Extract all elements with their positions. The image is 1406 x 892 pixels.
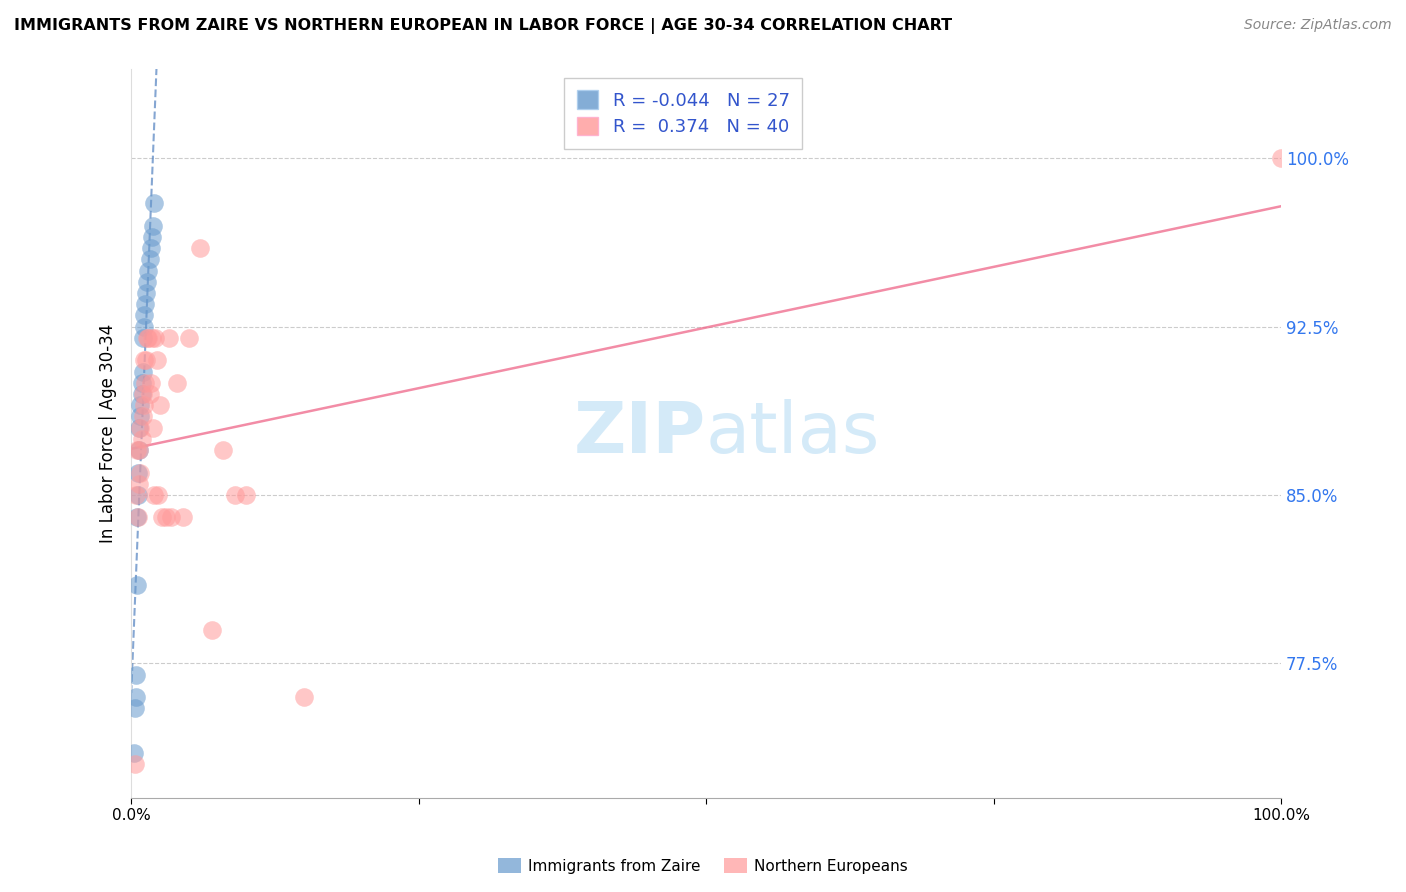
Point — [136, 275, 159, 289]
Point — [125, 667, 148, 681]
Point — [201, 623, 224, 637]
Text: IMMIGRANTS FROM ZAIRE VS NORTHERN EUROPEAN IN LABOR FORCE | AGE 30-34 CORRELATIO: IMMIGRANTS FROM ZAIRE VS NORTHERN EUROPE… — [14, 18, 952, 34]
Point — [139, 241, 162, 255]
Y-axis label: In Labor Force | Age 30-34: In Labor Force | Age 30-34 — [100, 324, 117, 543]
Point — [138, 263, 160, 277]
Point — [132, 331, 155, 345]
Point — [145, 331, 167, 345]
Point — [292, 690, 315, 704]
Point — [132, 409, 155, 424]
Point — [132, 365, 155, 379]
Point — [131, 387, 153, 401]
Point — [127, 488, 149, 502]
Point — [138, 387, 160, 401]
Point — [135, 353, 157, 368]
Point — [129, 409, 152, 424]
Text: ZIP: ZIP — [574, 399, 706, 467]
Point — [138, 331, 160, 345]
Point — [132, 353, 155, 368]
Point — [150, 510, 173, 524]
Point — [212, 443, 235, 458]
Point — [166, 376, 188, 390]
Text: Source: ZipAtlas.com: Source: ZipAtlas.com — [1244, 18, 1392, 32]
Text: atlas: atlas — [706, 399, 880, 467]
Point — [157, 331, 180, 345]
Point — [143, 196, 166, 211]
Point — [124, 701, 146, 715]
Point — [125, 488, 148, 502]
Point — [129, 398, 152, 412]
Point — [127, 510, 149, 524]
Point — [134, 297, 156, 311]
Point — [125, 578, 148, 592]
Point — [177, 331, 200, 345]
Point — [132, 309, 155, 323]
Point — [128, 476, 150, 491]
Point — [136, 331, 159, 345]
Point — [128, 420, 150, 434]
Point — [142, 219, 165, 233]
Point — [141, 331, 163, 345]
Point — [146, 488, 169, 502]
Point — [132, 387, 155, 401]
Point — [127, 466, 149, 480]
Point — [142, 420, 165, 434]
Point — [132, 398, 155, 412]
Point — [125, 690, 148, 704]
Point — [141, 230, 163, 244]
Point — [143, 488, 166, 502]
Legend: Immigrants from Zaire, Northern Europeans: Immigrants from Zaire, Northern European… — [492, 852, 914, 880]
Point — [131, 376, 153, 390]
Point — [125, 510, 148, 524]
Point — [235, 488, 257, 502]
Legend: R = -0.044   N = 27, R =  0.374   N = 40: R = -0.044 N = 27, R = 0.374 N = 40 — [564, 78, 803, 149]
Point — [128, 443, 150, 458]
Point — [172, 510, 194, 524]
Point — [188, 241, 211, 255]
Point — [132, 319, 155, 334]
Point — [139, 376, 162, 390]
Point — [134, 376, 156, 390]
Point — [129, 466, 152, 480]
Point — [155, 510, 177, 524]
Point — [122, 746, 145, 760]
Point — [129, 420, 152, 434]
Point — [149, 398, 172, 412]
Point — [160, 510, 183, 524]
Point — [138, 252, 160, 267]
Point — [124, 757, 146, 772]
Point — [128, 443, 150, 458]
Point — [131, 432, 153, 446]
Point — [145, 353, 167, 368]
Point — [1270, 151, 1292, 165]
Point — [224, 488, 246, 502]
Point — [135, 285, 157, 300]
Point — [125, 443, 148, 458]
